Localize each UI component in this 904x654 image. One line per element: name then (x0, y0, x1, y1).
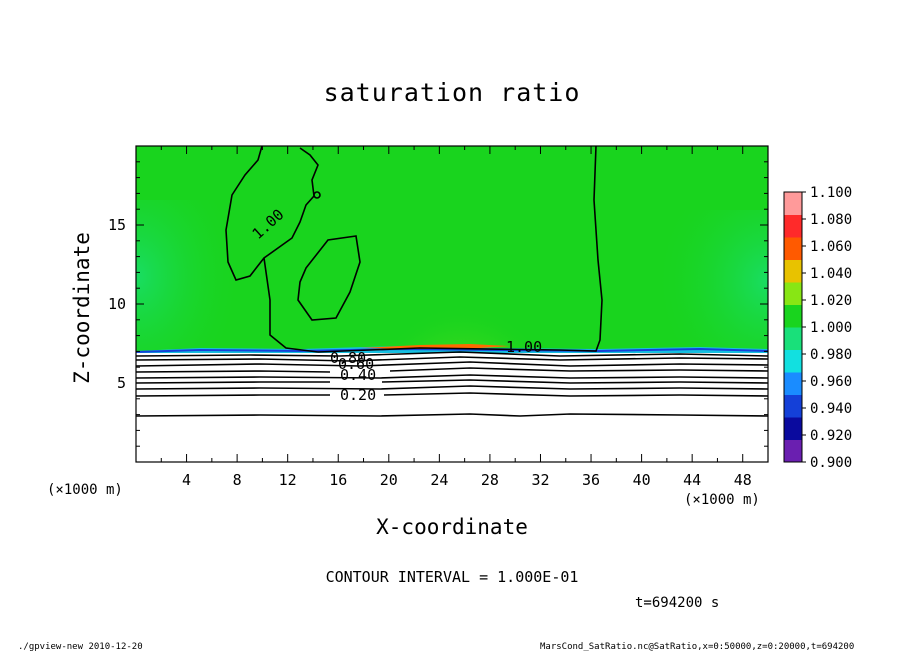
colorbar-swatch (784, 192, 802, 215)
colorbar-swatch (784, 394, 802, 418)
x-tick-label: 12 (279, 471, 297, 489)
x-tick-label: 48 (734, 471, 752, 489)
x-tick-label: 20 (380, 471, 398, 489)
x-tick-label: 40 (633, 471, 651, 489)
colorbar-swatch (784, 349, 802, 373)
contour-lines (135, 145, 769, 417)
colorbar-label: 0.940 (810, 401, 852, 417)
contour-010 (135, 413, 769, 417)
colorbar-label: 1.020 (810, 293, 852, 309)
chart-title: saturation ratio (323, 78, 581, 107)
contour-040 (135, 379, 769, 384)
colorbar-swatch (784, 237, 802, 260)
contour-090 (135, 351, 769, 357)
colorbar-label: 0.900 (810, 455, 852, 471)
colorbar-swatch (784, 327, 802, 350)
colorbar-label: 1.040 (810, 266, 852, 282)
x-tick-label: 36 (582, 471, 600, 489)
x-tick-label: 4 (182, 471, 191, 489)
colorbar-label: 1.100 (810, 185, 852, 201)
y-tick-label: 5 (117, 374, 126, 392)
x-tick-label: 8 (233, 471, 242, 489)
contour-interval-note: CONTOUR INTERVAL = 1.000E-01 (325, 568, 579, 586)
contour-020 (135, 392, 769, 397)
y-tick-label: 10 (108, 295, 126, 313)
contour-060 (135, 367, 769, 373)
contour-label-040: 0.40 (340, 366, 376, 384)
y-axis-unit: (×1000 m) (47, 482, 123, 498)
contour-label-020: 0.20 (340, 386, 376, 404)
y-tick-label: 15 (108, 216, 126, 234)
y-axis-label: Z-coordinate (70, 232, 94, 384)
contour-050 (135, 374, 769, 379)
contour-070 (135, 361, 769, 367)
colorbar-label: 1.080 (810, 212, 852, 228)
x-axis-label: X-coordinate (376, 515, 528, 539)
contour-100-small-loop (313, 191, 321, 199)
footer-source: MarsCond_SatRatio.nc@SatRatio,x=0:50000,… (540, 642, 855, 652)
colorbar-label: 0.920 (810, 428, 852, 444)
colorbar-label: 0.980 (810, 347, 852, 363)
x-tick-label: 44 (683, 471, 701, 489)
contour-100-base (317, 347, 561, 353)
x-tick-label: 28 (481, 471, 499, 489)
colorbar-label: 1.000 (810, 320, 852, 336)
x-tick-label: 32 (531, 471, 549, 489)
contour-100-left-column (263, 257, 319, 353)
footer-program: ./gpview-new 2010-12-20 (18, 642, 143, 652)
colorbar-swatch (784, 372, 802, 395)
x-tick-label: 16 (329, 471, 347, 489)
colorbar-swatch (784, 304, 802, 328)
y-axis-ticks: 5 10 15 (108, 161, 768, 447)
colorbar-label: 1.060 (810, 239, 852, 255)
colorbar-swatch (784, 282, 802, 305)
colorbar-label: 0.960 (810, 374, 852, 390)
contour-label-100-right: 1.00 (506, 338, 542, 356)
left-side-fading (136, 200, 256, 352)
contour-label-080: 0.80 (330, 349, 366, 367)
contour-label-060: 0.60 (338, 355, 374, 373)
x-axis-unit: (×1000 m) (684, 492, 760, 508)
colorbar-swatch (784, 417, 802, 440)
cloud-base-edge (135, 347, 769, 353)
contour-100-inner-loop (297, 235, 361, 321)
contour-030 (135, 385, 769, 390)
x-tick-label: 24 (430, 471, 448, 489)
colorbar-swatch (784, 214, 802, 238)
colorbar: 0.900 0.920 0.940 0.960 0.980 1.000 1.020 1.040… (783, 185, 852, 471)
surface-hotspot (360, 344, 510, 349)
contour-100-right-column (559, 145, 603, 352)
colorbar-swatch (784, 439, 802, 463)
time-stamp: t=694200 s (635, 595, 720, 611)
x-axis-ticks: 4 8 12 16 20 24 28 32 36 40 44 48 (160, 146, 752, 489)
contour-080 (135, 356, 769, 362)
colorbar-swatch (784, 259, 802, 283)
right-side-fading (640, 210, 768, 352)
